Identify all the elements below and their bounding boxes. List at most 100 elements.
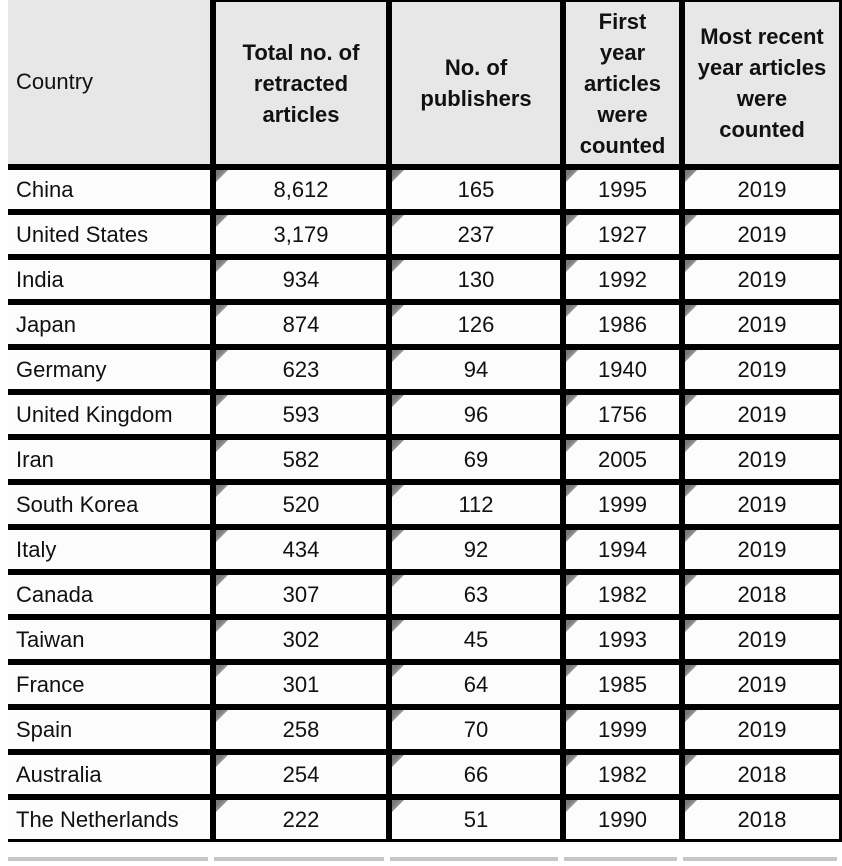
cell-value: 51: [463, 806, 489, 832]
cell-value: 2019: [737, 311, 787, 337]
cell-flag-icon: [392, 710, 404, 722]
cell-value: The Netherlands: [16, 806, 179, 832]
cell-recent-year: 2019: [682, 257, 842, 302]
cell-value: 2019: [737, 176, 787, 202]
cell-flag-icon: [566, 665, 578, 677]
cell-flag-icon: [216, 620, 228, 632]
cell-country: The Netherlands: [8, 797, 213, 842]
cell-country: Australia: [8, 752, 213, 797]
cell-total-retracted: 8,612: [213, 167, 389, 212]
cell-recent-year: 2019: [682, 437, 842, 482]
cell-value: Australia: [16, 761, 102, 787]
cell-recent-year: 2019: [682, 527, 842, 572]
cell-first-year: 1982: [563, 752, 682, 797]
cell-value: 934: [282, 266, 320, 292]
cell-first-year: 1993: [563, 617, 682, 662]
cell-total-retracted: 307: [213, 572, 389, 617]
cell-value: Japan: [16, 311, 76, 337]
cell-value: 2019: [737, 491, 787, 517]
cell-country: United Kingdom: [8, 392, 213, 437]
cell-flag-icon: [685, 620, 697, 632]
cell-flag-icon: [216, 215, 228, 227]
cell-value: 1995: [598, 176, 647, 202]
cell-value: Italy: [16, 536, 57, 562]
cell-value: 165: [457, 176, 495, 202]
cell-country: United States: [8, 212, 213, 257]
cell-value: 623: [282, 356, 320, 382]
next-row-hint-segment: [683, 857, 837, 861]
cell-value: 434: [282, 536, 320, 562]
cell-flag-icon: [392, 755, 404, 767]
cell-country: India: [8, 257, 213, 302]
cell-value: 2019: [737, 221, 787, 247]
cell-flag-icon: [685, 665, 697, 677]
cell-flag-icon: [566, 530, 578, 542]
cell-flag-icon: [216, 575, 228, 587]
cell-value: 1999: [598, 716, 647, 742]
cell-publishers: 165: [389, 167, 563, 212]
cell-publishers: 45: [389, 617, 563, 662]
cell-flag-icon: [685, 305, 697, 317]
column-header-recent-year: Most recent year articles were counted: [682, 0, 842, 167]
cell-recent-year: 2019: [682, 347, 842, 392]
cell-flag-icon: [392, 485, 404, 497]
cell-flag-icon: [685, 260, 697, 272]
cell-first-year: 1994: [563, 527, 682, 572]
cell-flag-icon: [216, 350, 228, 362]
cell-flag-icon: [392, 215, 404, 227]
table-row: The Netherlands 222 51 1990 2018: [8, 797, 842, 842]
cell-total-retracted: 934: [213, 257, 389, 302]
cell-country: Germany: [8, 347, 213, 392]
cell-flag-icon: [216, 485, 228, 497]
cell-value: 1990: [598, 806, 647, 832]
cell-value: 1992: [598, 266, 647, 292]
cell-flag-icon: [685, 800, 697, 812]
cell-value: 2018: [737, 806, 787, 832]
cell-value: 593: [282, 401, 320, 427]
cell-flag-icon: [216, 170, 228, 182]
cell-flag-icon: [566, 620, 578, 632]
cell-recent-year: 2019: [682, 212, 842, 257]
cell-value: 2005: [598, 446, 647, 472]
cut-off-next-row-hint: [8, 857, 842, 861]
cell-value: 94: [463, 356, 489, 382]
cell-flag-icon: [566, 710, 578, 722]
cell-recent-year: 2018: [682, 752, 842, 797]
cell-first-year: 1927: [563, 212, 682, 257]
cell-value: 302: [282, 626, 320, 652]
cell-publishers: 130: [389, 257, 563, 302]
cell-country: China: [8, 167, 213, 212]
cell-flag-icon: [566, 215, 578, 227]
cell-flag-icon: [392, 440, 404, 452]
cell-publishers: 94: [389, 347, 563, 392]
cell-value: 112: [458, 491, 494, 517]
cell-value: 237: [457, 221, 495, 247]
cell-publishers: 112: [389, 482, 563, 527]
cell-value: Taiwan: [16, 626, 85, 652]
cell-country: France: [8, 662, 213, 707]
cell-first-year: 1992: [563, 257, 682, 302]
cell-flag-icon: [566, 305, 578, 317]
cell-flag-icon: [566, 575, 578, 587]
cell-flag-icon: [685, 530, 697, 542]
cell-country: Japan: [8, 302, 213, 347]
cell-value: 3,179: [273, 221, 329, 247]
cell-value: 1993: [598, 626, 647, 652]
table-row: South Korea 520 112 1999 2019: [8, 482, 842, 527]
cell-first-year: 2005: [563, 437, 682, 482]
cell-total-retracted: 301: [213, 662, 389, 707]
cell-flag-icon: [685, 395, 697, 407]
cell-total-retracted: 222: [213, 797, 389, 842]
cell-value: Canada: [16, 581, 94, 607]
cell-value: France: [16, 671, 85, 697]
retractions-by-country-table: Country Total no. of retracted articles …: [8, 0, 842, 842]
cell-value: 45: [463, 626, 489, 652]
cell-total-retracted: 623: [213, 347, 389, 392]
cell-value: 520: [282, 491, 320, 517]
cell-flag-icon: [685, 350, 697, 362]
next-row-hint-segment: [214, 857, 384, 861]
cell-value: 874: [282, 311, 320, 337]
cell-flag-icon: [685, 755, 697, 767]
cell-country: South Korea: [8, 482, 213, 527]
table-row: Taiwan 302 45 1993 2019: [8, 617, 842, 662]
